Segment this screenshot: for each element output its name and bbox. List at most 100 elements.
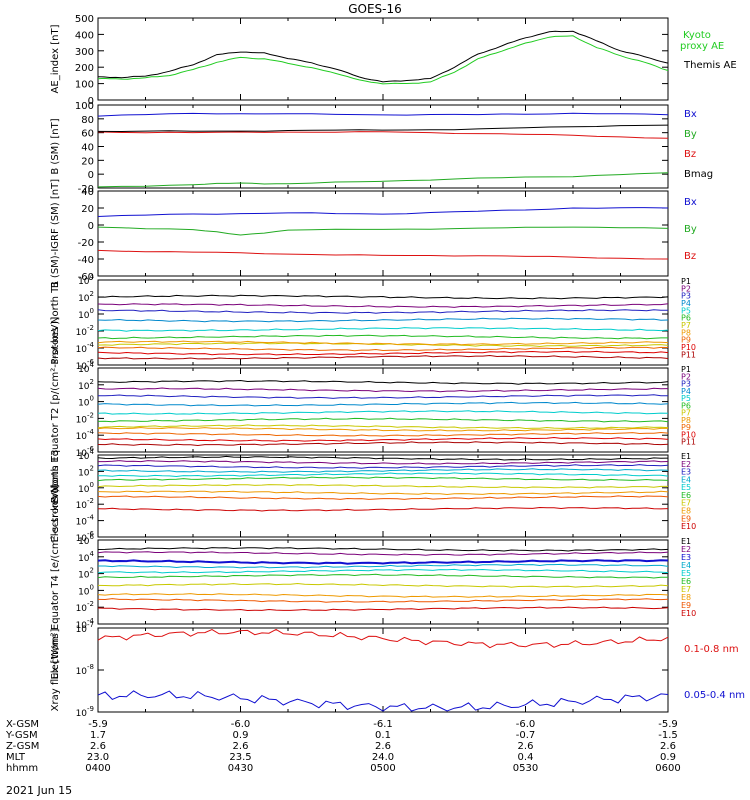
xaxis-value-0-4: -5.9 xyxy=(658,719,678,730)
legend-5-6: E7 xyxy=(681,499,691,508)
series-6-0 xyxy=(97,547,669,552)
ytick-label-3-1: 10-4 xyxy=(76,341,95,355)
xaxis-value-4-4: 0600 xyxy=(655,763,680,774)
xaxis-value-1-1: 0.9 xyxy=(233,730,249,741)
legend-3-4: P5 xyxy=(681,306,691,315)
ytick-label-6-3: 102 xyxy=(78,567,94,581)
series-4-7 xyxy=(97,426,668,432)
ytick-label-1-3: 40 xyxy=(81,143,94,154)
ytick-label-2-0: -60 xyxy=(78,272,94,283)
legend-6-4: E5 xyxy=(681,569,691,578)
ytick-label-4-1: 10-4 xyxy=(76,428,95,442)
legend-5-9: E10 xyxy=(681,522,696,531)
series-3-8 xyxy=(97,346,669,352)
ytick-label-1-0: -20 xyxy=(78,184,94,195)
legend-4-9: P10 xyxy=(681,430,696,439)
ytick-label-4-0: 10-6 xyxy=(76,445,95,459)
ytick-label-5-3: 100 xyxy=(78,481,94,495)
ytick-label-2-3: 0 xyxy=(88,221,94,232)
series-4-0 xyxy=(97,379,669,385)
xaxis-value-3-0: 23.0 xyxy=(87,752,109,763)
legend-7-0: 0.1-0.8 nm xyxy=(684,644,739,655)
ytick-label-7-0: 10-9 xyxy=(76,705,94,719)
ytick-label-3-5: 104 xyxy=(78,273,94,287)
legend-2-2: Bz xyxy=(684,251,696,262)
ylabel-5: Electrons North T3 xyxy=(50,449,61,542)
legend-3-6: P7 xyxy=(681,321,691,330)
ytick-label-4-2: 10-2 xyxy=(76,411,94,425)
ytick-label-7-1: 10-8 xyxy=(76,663,94,677)
xaxis-value-2-0: 2.6 xyxy=(90,741,106,752)
series-3-10 xyxy=(97,354,669,360)
legend-4-10: P11 xyxy=(681,438,696,447)
series-4-10 xyxy=(97,441,669,447)
ytick-label-3-3: 100 xyxy=(78,307,94,321)
ytick-label-0-5: 500 xyxy=(75,14,94,25)
series-2-0 xyxy=(97,207,669,217)
legend-6-9: E10 xyxy=(681,609,696,618)
legend-6-1: E2 xyxy=(681,545,691,554)
series-3-6 xyxy=(97,342,669,348)
legend-1-3: Bmag xyxy=(684,169,713,180)
legend-4-6: P7 xyxy=(681,409,691,418)
ytick-label-6-4: 104 xyxy=(78,550,94,564)
ytick-label-1-2: 20 xyxy=(81,156,94,167)
series-4-9 xyxy=(97,436,669,442)
xaxis-value-3-4: 0.9 xyxy=(660,752,676,763)
legend-0-1: Themis AE xyxy=(683,60,737,71)
series-7-1 xyxy=(97,690,669,712)
ytick-label-1-6: 100 xyxy=(75,101,94,112)
series-5-8 xyxy=(97,495,669,500)
legend-1-0: Bx xyxy=(684,109,697,120)
ytick-label-4-3: 100 xyxy=(78,395,94,409)
xaxis-value-1-2: 0.1 xyxy=(375,730,391,741)
xaxis-value-3-3: 0.4 xyxy=(518,752,534,763)
series-2-1 xyxy=(97,226,669,236)
panel-frame-0 xyxy=(97,17,669,101)
legend-2-1: By xyxy=(684,224,697,235)
legend-6-0: E1 xyxy=(681,537,691,546)
legend-1-2: Bz xyxy=(684,149,696,160)
ylabel-7: Xray flux [W/m²] xyxy=(50,629,61,712)
series-4-1 xyxy=(97,387,669,393)
legend-5-4: E5 xyxy=(681,483,691,492)
series-6-2 xyxy=(97,559,669,565)
series-3-2 xyxy=(97,309,668,314)
legend-5-2: E3 xyxy=(681,468,691,477)
series-3-0 xyxy=(98,294,669,300)
legend-6-5: E6 xyxy=(681,577,691,586)
ytick-label-5-5: 104 xyxy=(78,448,94,462)
series-6-1 xyxy=(97,551,669,556)
series-1-1 xyxy=(97,172,669,188)
series-0-1 xyxy=(97,30,669,83)
ylabel-1: B (SM) [nT] xyxy=(50,118,61,174)
ytick-label-0-0: 0 xyxy=(88,96,94,107)
ylabel-0: AE_index [nT] xyxy=(50,24,61,93)
legend-4-8: P9 xyxy=(681,423,691,432)
legend-3-9: P10 xyxy=(681,343,696,352)
xaxis-value-3-2: 24.0 xyxy=(372,752,394,763)
series-3-1 xyxy=(97,303,669,308)
series-1-2 xyxy=(97,131,669,139)
legend-7-1: 0.05-0.4 nm xyxy=(684,690,745,701)
series-3-3 xyxy=(97,317,669,323)
series-3-9 xyxy=(97,350,669,356)
ytick-label-4-4: 102 xyxy=(78,378,94,392)
ytick-label-6-5: 106 xyxy=(78,533,94,547)
series-1-0 xyxy=(97,112,669,117)
ylabel-4: Protons Equator T2 [p/(cm²-s-sr-keV)] xyxy=(50,317,61,504)
series-4-4 xyxy=(97,410,669,415)
ytick-label-0-4: 400 xyxy=(75,30,94,41)
series-7-0 xyxy=(97,628,669,649)
ytick-label-2-5: 40 xyxy=(81,187,94,198)
ytick-label-1-5: 80 xyxy=(81,115,94,126)
xaxis-value-0-0: -5.9 xyxy=(88,719,108,730)
legend-6-2: E3 xyxy=(681,553,691,562)
ytick-label-5-2: 10-2 xyxy=(76,497,94,511)
series-6-5 xyxy=(97,573,668,579)
legend-4-5: P6 xyxy=(681,401,691,410)
xaxis-value-0-3: -6.0 xyxy=(516,719,536,730)
xaxis-row-label-0: X-GSM xyxy=(6,719,39,730)
series-4-8 xyxy=(97,431,669,437)
ytick-label-3-2: 10-2 xyxy=(76,324,94,338)
